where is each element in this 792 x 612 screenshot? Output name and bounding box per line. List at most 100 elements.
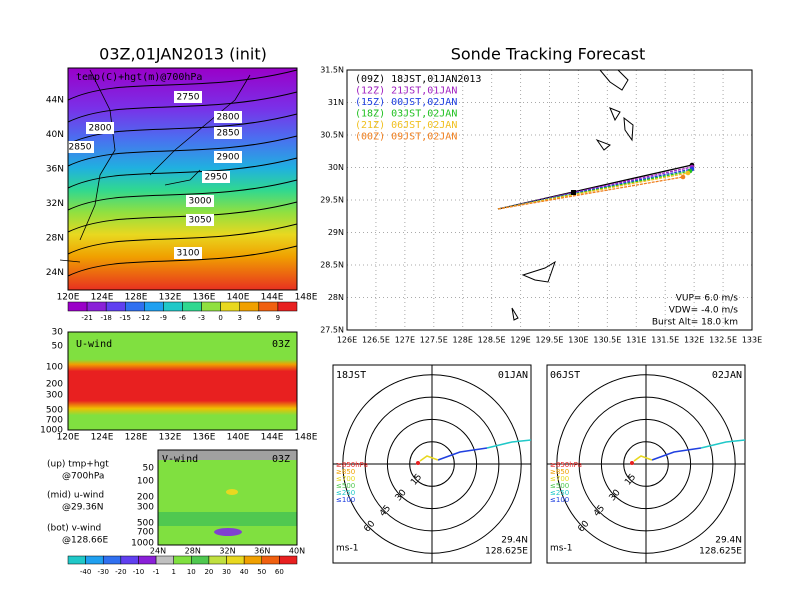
contour-label-bg: [174, 247, 202, 259]
label: 148E: [295, 433, 318, 443]
label: 24N: [46, 268, 64, 278]
label: 128.5E: [478, 336, 506, 345]
track-frame: [346, 69, 753, 331]
label: -12: [139, 314, 150, 322]
label: 136E: [193, 293, 216, 303]
colorbar-cell: [67, 301, 88, 312]
colorbar-cell: [279, 555, 298, 565]
range-ring: [364, 396, 500, 532]
label: 3: [238, 314, 242, 322]
label: 2900: [217, 153, 240, 163]
contour-line: [67, 91, 298, 123]
label: 10: [187, 568, 196, 576]
contour-label-bg: [66, 141, 94, 153]
wind-trace: [651, 447, 702, 461]
label: (09Z) 18JST,01JAN2013: [355, 74, 481, 85]
label: (21Z) 06JST,02JAN: [355, 120, 457, 131]
label: 30N: [328, 163, 344, 172]
label: 300: [137, 503, 154, 513]
label: 700: [137, 528, 154, 538]
label: ≥850: [336, 468, 355, 476]
colorbar-cell: [67, 555, 86, 565]
label: ≤700: [336, 475, 355, 483]
label: 100: [46, 363, 63, 373]
burst-point: [571, 190, 576, 195]
track-title: Sonde Tracking Forecast: [451, 45, 646, 64]
label: 126.5E: [362, 336, 390, 345]
range-ring: [556, 374, 736, 554]
v-wind-cell: [226, 489, 238, 495]
contour-line: [67, 113, 298, 145]
label: 132E: [159, 293, 182, 303]
label: 03Z: [272, 454, 290, 465]
surface-point: [416, 461, 420, 465]
label: 130.5E: [593, 336, 621, 345]
label: 120E: [57, 293, 80, 303]
label: 60: [576, 519, 591, 534]
label: ≤100: [336, 496, 355, 504]
label: 9: [276, 314, 280, 322]
contour-label-bg: [214, 151, 242, 163]
label: 32N: [46, 199, 64, 209]
colorbar-cell: [173, 555, 192, 565]
label: -15: [120, 314, 131, 322]
colorbar-cell: [85, 555, 104, 565]
label: ≤250: [550, 489, 569, 497]
label: -30: [98, 568, 109, 576]
label: -1: [153, 568, 160, 576]
label: 30.5N: [320, 131, 344, 140]
label: (18Z) 03JST,02JAN: [355, 109, 457, 120]
label: Burst Alt= 18.0 km: [652, 318, 738, 328]
label: 30: [222, 568, 231, 576]
label: 144E: [261, 433, 284, 443]
label: 32N: [219, 547, 235, 556]
label: 3000: [189, 197, 212, 207]
label: 15: [409, 472, 424, 487]
label: 40N: [46, 130, 64, 140]
label: 27.5N: [320, 326, 344, 335]
label: 148E: [295, 293, 318, 303]
label: 140E: [227, 433, 250, 443]
label: 120E: [57, 433, 80, 443]
label: 1000: [40, 426, 63, 436]
label: 129E: [510, 336, 530, 345]
label: 29N: [328, 228, 344, 237]
wind-trace: [437, 447, 488, 461]
contour-line: [67, 201, 298, 233]
map-frame: [67, 67, 298, 291]
label: 1000: [131, 539, 154, 549]
label: 50: [257, 568, 266, 576]
label: 2800: [89, 124, 112, 134]
label: 6: [257, 314, 262, 322]
track-end: [685, 170, 691, 176]
contour-line: [67, 69, 298, 101]
label: -40: [80, 568, 91, 576]
colorbar-cell: [86, 301, 107, 312]
label: -6: [179, 314, 187, 322]
label: 127E: [395, 336, 415, 345]
label: 128E: [125, 293, 148, 303]
label: 200: [137, 493, 154, 503]
range-ring: [342, 374, 522, 554]
wind-trace: [700, 439, 746, 449]
label: 128.625E: [485, 547, 528, 557]
label: 44N: [46, 96, 64, 106]
label: -18: [100, 314, 111, 322]
colorbar-cell: [191, 555, 210, 565]
label: 200: [46, 380, 63, 390]
label: 18JST: [336, 370, 366, 381]
label: 40: [240, 568, 249, 576]
colorbar-cell: [138, 555, 157, 565]
label: 128E: [125, 433, 148, 443]
u-wind-field: [68, 332, 297, 430]
label: 03Z: [272, 339, 290, 350]
label: 126E: [337, 336, 357, 345]
label: @128.66E: [62, 536, 108, 546]
label: (up) tmp+hgt: [47, 460, 109, 470]
track-line: [497, 176, 684, 210]
label: ≥850hPa: [550, 461, 582, 469]
label: 132.5E: [709, 336, 737, 345]
colorbar-cell: [144, 301, 164, 312]
label: 3100: [177, 249, 200, 259]
label: 128E: [453, 336, 473, 345]
